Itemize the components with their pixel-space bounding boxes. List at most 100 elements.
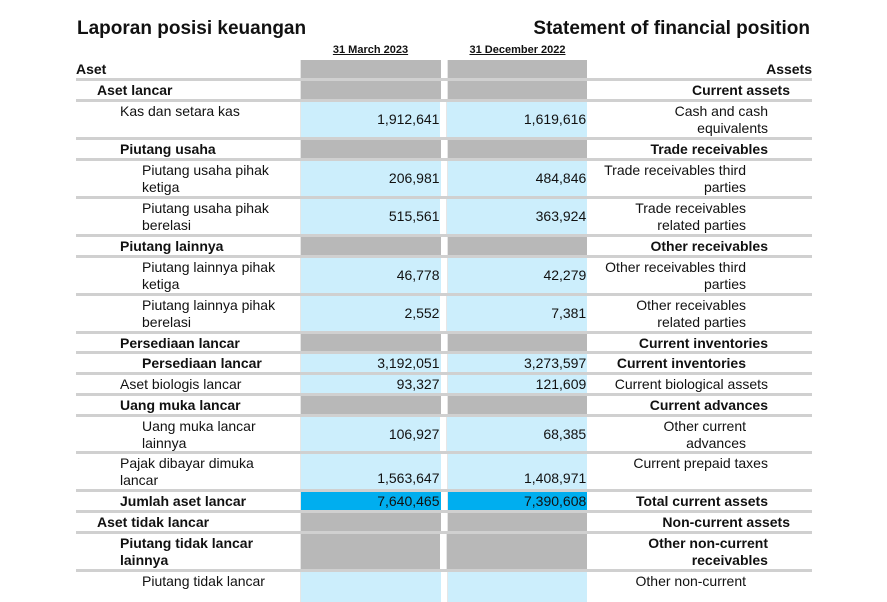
value-2022 [446, 60, 588, 78]
table-row: Piutang lainnya pihak ketiga 46,778 42,2… [76, 258, 812, 296]
label-en: Current prepaid taxes [633, 455, 768, 471]
table-row: Jumlah aset lancar 7,640,465 7,390,608 T… [76, 492, 812, 513]
value-2022 [446, 513, 588, 531]
value-2023: 1,912,641 [299, 102, 441, 137]
value-2022 [446, 140, 588, 158]
value-2022: 484,846 [446, 161, 588, 196]
label-id: Piutang usaha pihak berelasi [142, 200, 269, 233]
table-row: Piutang usaha pihak berelasi 515,561 363… [76, 199, 812, 237]
table-row: Piutang tidak lancar Other non-current [76, 572, 812, 602]
value-2022 [446, 572, 588, 602]
label-id: Piutang tidak lancar lainnya [120, 535, 254, 568]
label-id: Uang muka lancar [120, 397, 241, 413]
label-en: Current assets [691, 82, 790, 98]
label-en: Cash and cash equivalents [674, 103, 768, 136]
value-2023: 515,561 [299, 199, 441, 234]
value-2022 [446, 237, 588, 255]
value-2023: 46,778 [299, 258, 441, 293]
value-2022 [446, 334, 588, 351]
value-2023 [299, 513, 441, 531]
table-row: Aset biologis lancar 93,327 121,609 Curr… [76, 375, 812, 396]
label-en: Other receivables third parties [605, 259, 747, 292]
table-row: Kas dan setara kas 1,912,641 1,619,616 C… [76, 102, 812, 140]
label-id: Piutang lainnya pihak berelasi [142, 297, 276, 330]
table-row: Aset Assets [76, 60, 812, 81]
table-row: Uang muka lancar Current advances [76, 396, 812, 417]
value-2022: 1,619,616 [446, 102, 588, 137]
value-2022: 363,924 [446, 199, 588, 234]
label-id: Piutang lainnya [120, 238, 224, 254]
table-row: Piutang lainnya pihak berelasi 2,552 7,3… [76, 296, 812, 334]
value-2023 [299, 534, 441, 569]
value-2022: 68,385 [446, 417, 588, 451]
label-en: Other non-current receivables [648, 535, 768, 568]
label-en: Other receivables related parties [636, 297, 746, 330]
table-row: Piutang lainnya Other receivables [76, 237, 812, 258]
label-id: Aset [76, 61, 107, 77]
label-en: Other receivables [650, 238, 768, 254]
label-id: Persediaan lancar [142, 355, 262, 371]
label-id: Jumlah aset lancar [120, 493, 247, 509]
total-value-2023: 7,640,465 [299, 492, 441, 510]
label-en: Other current advances [663, 418, 746, 451]
label-id: Persediaan lancar [120, 335, 240, 351]
table-row: Pajak dibayar dimuka lancar 1,563,647 1,… [76, 454, 812, 492]
value-2022: 7,381 [446, 296, 588, 331]
label-id: Aset tidak lancar [97, 514, 210, 530]
label-id: Uang muka lancar lainnya [142, 418, 256, 451]
value-2023 [299, 396, 441, 414]
value-2023: 2,552 [299, 296, 441, 331]
table-row: Persediaan lancar 3,192,051 3,273,597 Cu… [76, 354, 812, 375]
value-2023 [299, 237, 441, 255]
label-en: Trade receivables [650, 141, 768, 157]
label-id: Piutang usaha [120, 141, 216, 157]
table-row: Uang muka lancar lainnya 106,927 68,385 … [76, 417, 812, 454]
title-english: Statement of financial position [533, 18, 810, 39]
value-2023: 93,327 [299, 375, 441, 393]
value-2023 [299, 140, 441, 158]
label-id: Kas dan setara kas [120, 103, 240, 119]
value-2023 [299, 334, 441, 351]
label-en: Current advances [649, 397, 768, 413]
value-2023: 106,927 [299, 417, 441, 451]
table-row: Aset tidak lancar Non-current assets [76, 513, 812, 534]
label-en: Current inventories [638, 335, 768, 351]
label-en: Trade receivables third parties [604, 162, 747, 195]
label-id: Pajak dibayar dimuka lancar [120, 455, 254, 488]
financial-position-table: Aset Assets Aset lancar Current assets K… [76, 60, 812, 602]
label-id: Piutang usaha pihak ketiga [142, 162, 269, 195]
label-en: Other non-current [635, 573, 747, 589]
column-header-2023: 31 March 2023 [332, 44, 409, 56]
value-2022: 121,609 [446, 375, 588, 393]
label-en: Assets [766, 61, 812, 77]
label-id: Aset biologis lancar [120, 376, 242, 392]
value-2023 [299, 572, 441, 602]
value-2022: 3,273,597 [446, 354, 588, 372]
value-2022 [446, 81, 588, 99]
table-row: Piutang usaha Trade receivables [76, 140, 812, 161]
value-2023: 3,192,051 [299, 354, 441, 372]
label-en: Current biological assets [614, 376, 768, 392]
label-id: Piutang tidak lancar [142, 573, 265, 589]
column-header-2022: 31 December 2022 [469, 44, 566, 56]
table-row: Persediaan lancar Current inventories [76, 334, 812, 354]
label-id: Piutang lainnya pihak ketiga [142, 259, 276, 292]
value-2023: 206,981 [299, 161, 441, 196]
label-en: Non-current assets [662, 514, 790, 530]
table-row: Aset lancar Current assets [76, 81, 812, 102]
value-2022: 42,279 [446, 258, 588, 293]
table-row: Piutang tidak lancar lainnya Other non-c… [76, 534, 812, 572]
value-2023 [299, 81, 441, 99]
label-en: Trade receivables related parties [635, 200, 746, 233]
value-2022 [446, 396, 588, 414]
label-en: Current inventories [616, 355, 746, 371]
value-2022 [446, 534, 588, 569]
value-2022: 1,408,971 [446, 454, 588, 489]
title-indonesian: Laporan posisi keuangan [77, 18, 307, 39]
value-2023: 1,563,647 [299, 454, 441, 489]
total-value-2022: 7,390,608 [446, 492, 588, 510]
value-2023 [299, 60, 441, 78]
label-en: Total current assets [635, 493, 768, 509]
label-id: Aset lancar [97, 82, 173, 98]
table-row: Piutang usaha pihak ketiga 206,981 484,8… [76, 161, 812, 199]
